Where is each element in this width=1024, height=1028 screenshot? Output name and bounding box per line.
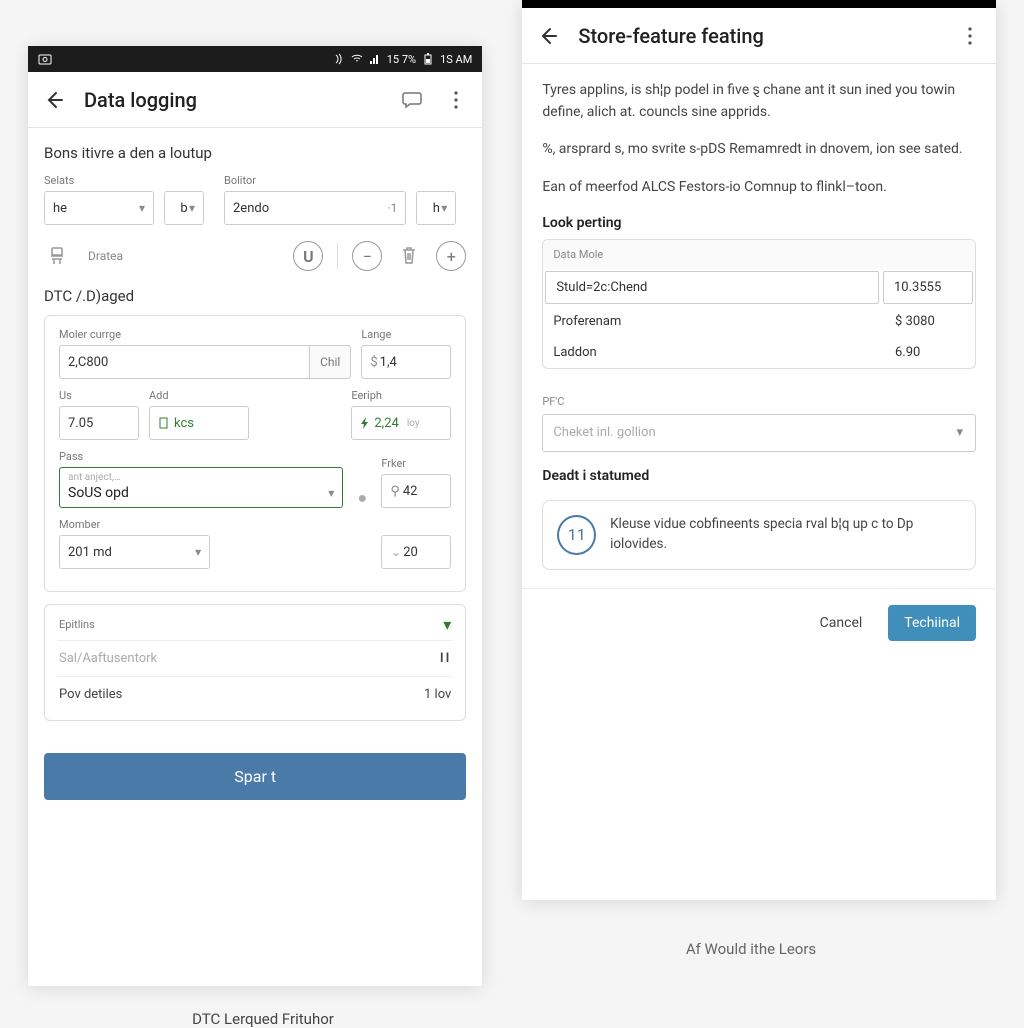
pass-label: Pass: [59, 450, 343, 463]
toolbar-label: Dratea: [84, 249, 279, 263]
thead-a: Data Mole: [543, 240, 885, 269]
more-icon[interactable]: [956, 22, 984, 50]
list-row-1[interactable]: Sal/Aaftusentork II: [57, 640, 453, 676]
info-badge: 11: [557, 515, 596, 555]
table-row-2: Proferenam $ 3080: [543, 306, 975, 337]
signal-icon: [369, 53, 381, 65]
battery-icon: [422, 53, 434, 65]
pfc-select[interactable]: Cheket inl. gollion: [542, 414, 976, 452]
bolt-icon: [360, 417, 370, 429]
momber-label: Momber: [59, 518, 210, 531]
footer-actions: Cancel Techiinal: [522, 588, 996, 657]
us-input[interactable]: 7.05: [59, 406, 139, 440]
primary-cta[interactable]: Spar t: [44, 753, 466, 800]
add-label: Add: [149, 389, 249, 402]
back-icon[interactable]: [40, 86, 68, 114]
moler-label: Moler currge: [59, 328, 351, 341]
us-label: Us: [59, 389, 139, 402]
section-top-selects: Bons itivre a den a loutup Selats he b B…: [28, 128, 482, 743]
moler-suffix: Chil: [309, 345, 351, 379]
right-caption: Af Would ithe Leors: [506, 940, 996, 958]
section1-title: Bons itivre a den a loutup: [44, 144, 466, 162]
b-select[interactable]: b: [164, 191, 204, 225]
lange-input[interactable]: $1,4: [361, 345, 451, 379]
battery-text: 15 7%: [387, 53, 416, 66]
phone-left: 15 7% 1S AM Data logging Bons itivre a d…: [28, 46, 482, 986]
statusbar: 15 7% 1S AM: [28, 46, 482, 72]
table-row-1[interactable]: Stuld=2c:Chend 10.3555: [543, 269, 975, 306]
doc-icon: [158, 417, 170, 429]
nfc-icon: [333, 53, 345, 65]
info-text: Kleuse vidue cobfineents specia rval b¦q…: [610, 515, 961, 554]
appbar-left: Data logging: [28, 72, 482, 128]
frker-label: Frker: [381, 457, 451, 470]
deadt-head: Deadt i statumed: [522, 452, 996, 492]
section2-title: DTC /.D)aged: [44, 287, 466, 305]
selats-select[interactable]: he: [44, 191, 154, 225]
add-input[interactable]: kcs: [149, 406, 249, 440]
paragraph-2: %, arsprard s, mo svrite s-pDS Remamredt…: [522, 139, 996, 161]
form-card: Moler currge 2,C800 Chil Lange $1,4 Us 7…: [44, 315, 466, 592]
back-icon[interactable]: [534, 22, 562, 50]
pass-dropdown[interactable]: ant anject,… SoUS opd▾: [59, 467, 343, 508]
info-banner: 11 Kleuse vidue cobfineents specia rval …: [542, 500, 976, 570]
chair-icon[interactable]: [44, 243, 70, 269]
momber-select[interactable]: 201 md: [59, 535, 210, 569]
bolitor-select[interactable]: 2endo·1: [224, 191, 406, 225]
more-icon[interactable]: [442, 86, 470, 114]
h-select[interactable]: h: [416, 191, 456, 225]
frker-input[interactable]: ⚲42: [381, 474, 451, 508]
list-card: Epitlins ▾ Sal/Aaftusentork II Pov detil…: [44, 604, 466, 721]
data-table: Data Mole Stuld=2c:Chend 10.3555 Profere…: [542, 239, 976, 369]
phone-right: Store-feature feating Tyres applins, is …: [522, 0, 996, 900]
thead-b: [885, 240, 975, 269]
eriph-label: Eeriph: [351, 389, 451, 402]
paragraph-1: Tyres applins, is sh¦p podel in five ȿ c…: [522, 80, 996, 123]
momber-right-input[interactable]: ⌄20: [381, 535, 451, 569]
minus-button[interactable]: −: [352, 241, 382, 271]
selats-label: Selats: [44, 174, 154, 187]
left-caption: DTC Lerqued Frituhor: [28, 1010, 498, 1028]
lange-label: Lange: [361, 328, 451, 341]
page-title: Store-feature feating: [578, 24, 940, 48]
eriph-input[interactable]: 2,24 loy: [351, 406, 451, 440]
trash-icon[interactable]: [396, 243, 422, 269]
filter-icon[interactable]: ▾: [443, 615, 451, 634]
time-text: 1S AM: [440, 53, 472, 66]
look-perting-head: Look perting: [522, 199, 996, 239]
appbar-right: Store-feature feating: [522, 8, 996, 64]
table-row-3: Laddon 6.90: [543, 337, 975, 368]
page-title: Data logging: [84, 88, 382, 112]
bolitor-label: Bolitor: [224, 174, 406, 187]
statusbar-camera-icon: [38, 53, 52, 65]
cancel-button[interactable]: Cancel: [806, 605, 877, 641]
u-button[interactable]: U: [293, 241, 323, 271]
paragraph-3: Ean of meerfod ALCS Festors-io Comnup to…: [522, 177, 996, 199]
list-row-2[interactable]: Pov detiles 1 lov: [57, 676, 453, 712]
plus-button[interactable]: +: [436, 241, 466, 271]
epitlins-label: Epitlins: [59, 618, 95, 631]
moler-input[interactable]: 2,C800: [59, 345, 309, 379]
dot-icon: ●: [353, 488, 371, 508]
pfc-label: PF'C: [522, 385, 996, 408]
confirm-button[interactable]: Techiinal: [888, 605, 976, 641]
wifi-icon: [351, 53, 363, 65]
chat-icon[interactable]: [398, 86, 426, 114]
toolbar: Dratea U − +: [44, 235, 466, 277]
